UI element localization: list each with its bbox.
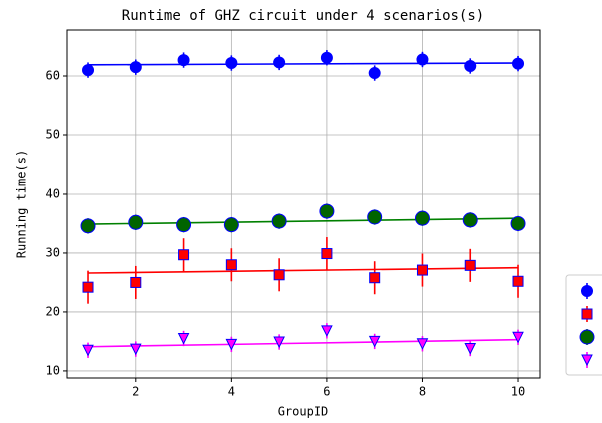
- x-tick-label: 6: [323, 385, 330, 399]
- chart-title: Runtime of GHZ circuit under 4 scenarios…: [122, 8, 484, 24]
- marker: [321, 325, 333, 337]
- marker: [416, 338, 429, 350]
- x-tick-label: 2: [132, 385, 139, 399]
- marker: [319, 203, 335, 219]
- marker: [367, 209, 383, 225]
- marker: [581, 354, 593, 367]
- marker: [178, 249, 190, 261]
- marker: [273, 269, 285, 281]
- marker: [369, 272, 381, 284]
- marker: [128, 214, 144, 230]
- marker: [510, 215, 526, 231]
- marker: [271, 213, 287, 229]
- legend-box: [565, 274, 602, 376]
- y-axis-label: Running time(s): [15, 150, 29, 258]
- marker: [464, 59, 477, 72]
- marker: [416, 53, 429, 66]
- marker: [320, 51, 333, 64]
- marker: [129, 343, 142, 356]
- marker: [225, 338, 238, 351]
- marker: [464, 259, 476, 271]
- marker: [368, 67, 381, 80]
- marker: [223, 217, 239, 233]
- marker: [130, 276, 142, 288]
- marker: [82, 344, 94, 357]
- marker: [464, 343, 477, 355]
- marker: [80, 218, 96, 234]
- marker: [129, 61, 142, 74]
- marker: [462, 212, 478, 228]
- marker: [579, 329, 595, 345]
- x-tick-label: 8: [419, 385, 426, 399]
- marker: [512, 275, 524, 287]
- y-tick-label: 50: [46, 127, 60, 141]
- y-tick-label: 30: [46, 245, 60, 259]
- marker: [512, 331, 524, 344]
- marker: [273, 56, 286, 69]
- trend-line: [88, 62, 519, 66]
- x-tick-label: 10: [511, 385, 525, 399]
- marker: [176, 217, 192, 233]
- marker: [82, 64, 95, 77]
- marker: [177, 54, 190, 67]
- marker: [321, 248, 333, 260]
- y-tick-label: 60: [46, 69, 60, 83]
- marker: [225, 57, 238, 70]
- marker: [82, 281, 94, 293]
- x-axis-label: GroupID: [278, 405, 329, 419]
- marker: [416, 264, 428, 276]
- marker: [177, 332, 190, 345]
- x-tick-label: 4: [228, 385, 235, 399]
- y-tick-label: 40: [46, 186, 60, 200]
- trend-line: [88, 266, 519, 274]
- legend: [565, 274, 602, 376]
- y-tick-label: 20: [46, 304, 60, 318]
- marker: [581, 308, 593, 320]
- plot-frame: [66, 29, 541, 379]
- trend-line: [88, 338, 519, 348]
- marker: [512, 57, 525, 70]
- marker: [581, 285, 593, 297]
- marker: [368, 335, 381, 348]
- marker: [273, 336, 285, 349]
- marker: [225, 259, 237, 271]
- trend-line: [88, 217, 519, 225]
- y-tick-label: 10: [46, 363, 60, 377]
- marker: [414, 210, 430, 226]
